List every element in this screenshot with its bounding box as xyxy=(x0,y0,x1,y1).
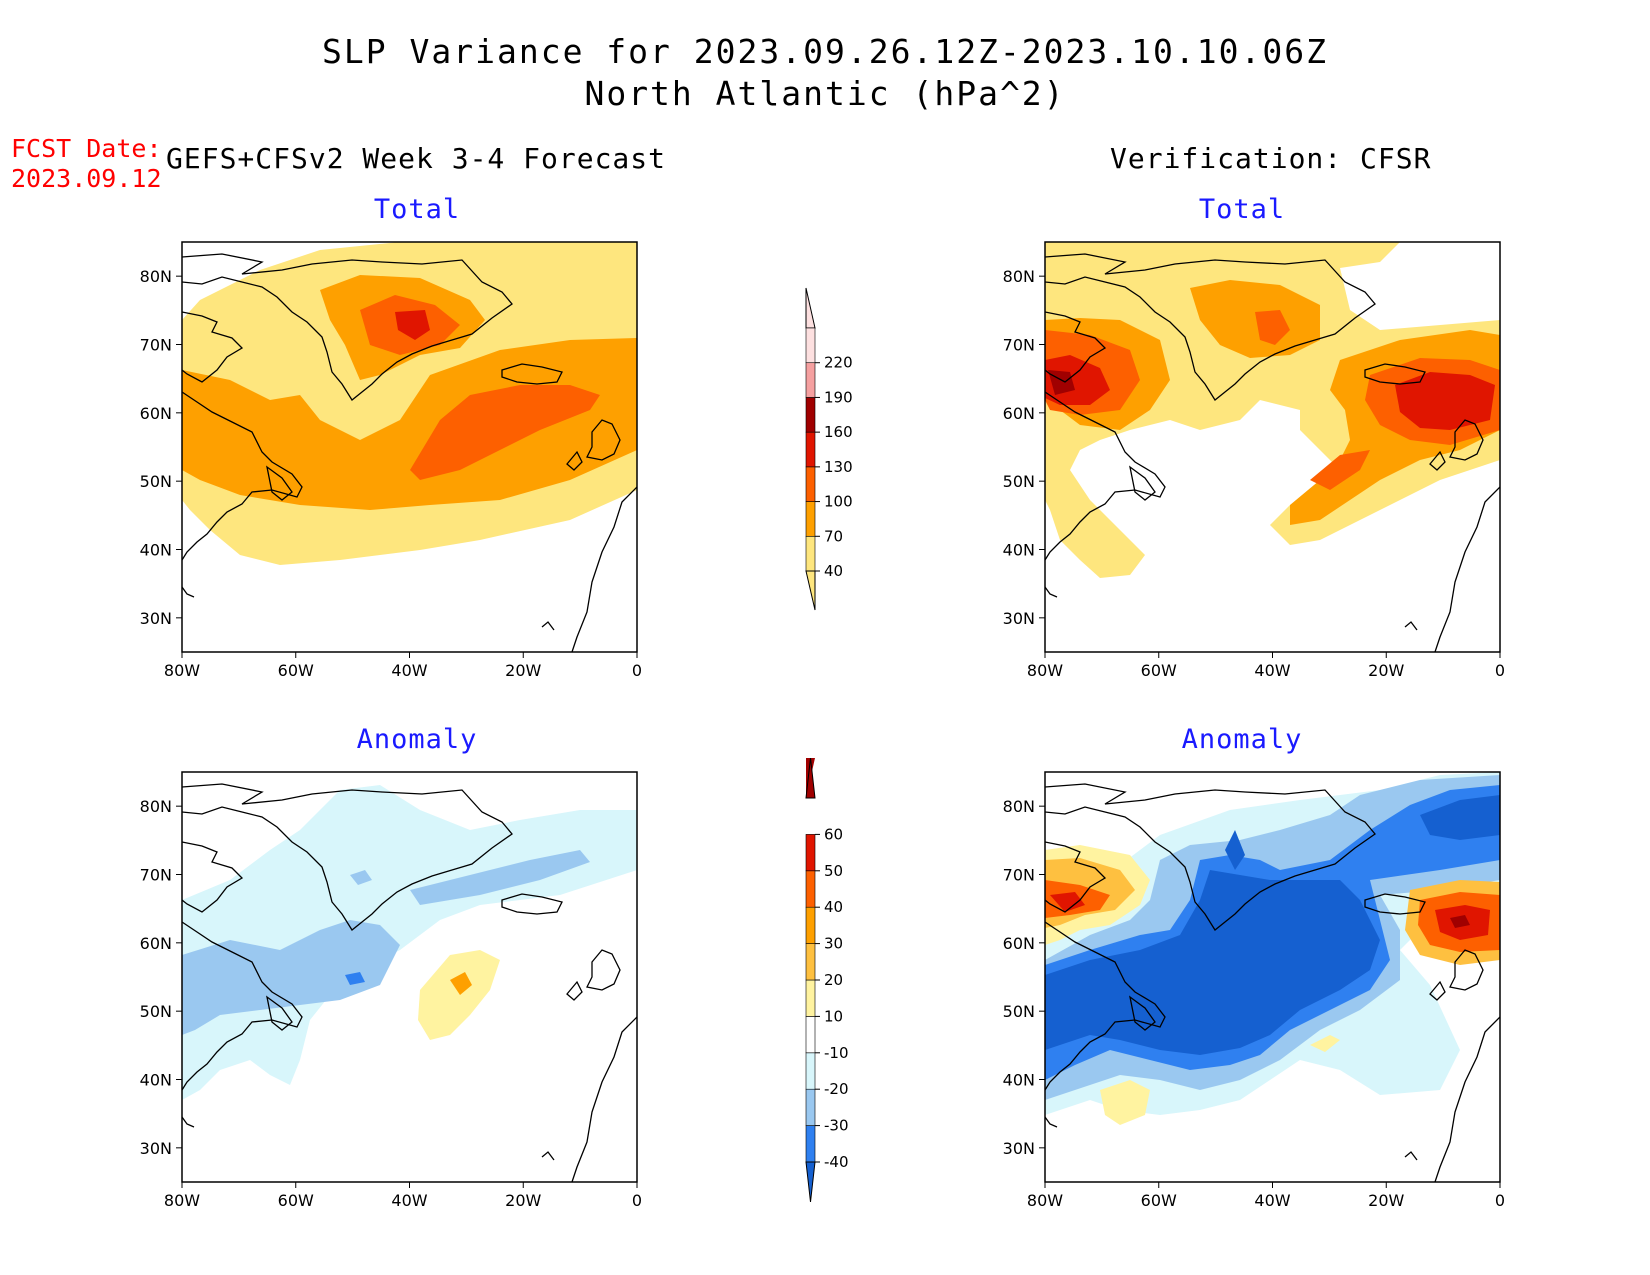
main-subtitle: North Atlantic (hPa^2) xyxy=(584,74,1066,113)
ver-total-subtitle: Total xyxy=(1198,194,1286,225)
fcst-anom-subtitle: Anomaly xyxy=(356,724,478,755)
colorbar-total-swatch xyxy=(805,501,816,537)
colorbar-anomaly-swatch xyxy=(805,870,816,908)
lon-tick-label: 40W xyxy=(391,1191,427,1210)
lon-tick-label: 0 xyxy=(632,661,642,680)
lon-tick-label: 0 xyxy=(632,1191,642,1210)
lat-tick-label: 60N xyxy=(1003,404,1035,423)
colorbar-total-swatch xyxy=(805,431,816,468)
colorbar-anomaly-label: -30 xyxy=(824,1117,849,1135)
lon-tick-label: 40W xyxy=(1254,1191,1290,1210)
forecast-date-label: FCST Date: xyxy=(11,134,162,163)
lat-tick-label: 30N xyxy=(140,609,172,628)
lat-tick-label: 50N xyxy=(140,1002,172,1021)
colorbar-anomaly-swatch xyxy=(805,979,816,1017)
lon-tick-label: 20W xyxy=(1368,1191,1404,1210)
ver-total-map xyxy=(1044,241,1501,653)
colorbar-total-label: 100 xyxy=(824,493,853,511)
colorbar-total-swatch xyxy=(805,397,816,433)
lon-tick-label: 20W xyxy=(505,661,541,680)
ver-anom-map xyxy=(1044,771,1501,1183)
lat-tick-label: 50N xyxy=(1003,1002,1035,1021)
colorbar-anomaly-swatch xyxy=(805,943,816,981)
colorbar-anomaly-swatch xyxy=(805,834,816,872)
fcst-anom-map xyxy=(181,771,638,1183)
colorbar-anomaly-swatch xyxy=(805,1125,816,1163)
lon-tick-label: 20W xyxy=(1368,661,1404,680)
colorbar-total-label: 70 xyxy=(824,527,843,545)
lat-tick-label: 60N xyxy=(140,404,172,423)
lon-tick-label: 0 xyxy=(1495,661,1505,680)
lon-tick-label: 80W xyxy=(164,661,200,680)
colorbar-total-swatch xyxy=(805,535,816,572)
lat-tick-label: 30N xyxy=(140,1139,172,1158)
lat-tick-label: 50N xyxy=(1003,472,1035,491)
lat-tick-label: 50N xyxy=(140,472,172,491)
lat-tick-label: 30N xyxy=(1003,609,1035,628)
lon-tick-label: 20W xyxy=(505,1191,541,1210)
colorbar-anomaly-label: -40 xyxy=(824,1153,849,1171)
colorbar-anomaly-swatch xyxy=(805,1088,816,1126)
left-panel-header: GEFS+CFSv2 Week 3-4 Forecast xyxy=(166,142,667,175)
ver-anom-subtitle: Anomaly xyxy=(1181,724,1303,755)
colorbar-anomaly-label: 20 xyxy=(824,971,843,989)
lat-tick-label: 30N xyxy=(1003,1139,1035,1158)
lon-tick-label: 60W xyxy=(278,1191,314,1210)
lat-tick-label: 70N xyxy=(1003,866,1035,885)
lat-tick-label: 70N xyxy=(140,866,172,885)
fcst-total-subtitle: Total xyxy=(373,194,461,225)
colorbar-anomaly-swatch xyxy=(805,1016,816,1054)
lat-tick-label: 40N xyxy=(1003,1071,1035,1090)
lon-tick-label: 60W xyxy=(1141,661,1177,680)
colorbar-anomaly-label: 40 xyxy=(824,898,843,916)
lat-tick-label: 60N xyxy=(140,934,172,953)
axis-ticks: 80W 60W 40W 20W 0 30N 40N 50N 60N 70N 80N 80W 60W 40W… xyxy=(140,267,1505,1210)
lat-tick-label: 40N xyxy=(140,1071,172,1090)
lon-tick-label: 40W xyxy=(391,661,427,680)
main-title: SLP Variance for 2023.09.26.12Z-2023.10.… xyxy=(322,32,1328,71)
lon-tick-label: 80W xyxy=(1027,1191,1063,1210)
lat-tick-label: 80N xyxy=(1003,797,1035,816)
colorbar-total-swatch xyxy=(805,327,816,364)
colorbar-anomaly-label: -20 xyxy=(824,1080,849,1098)
forecast-date-value: 2023.09.12 xyxy=(11,164,162,193)
lat-tick-label: 40N xyxy=(1003,541,1035,560)
colorbar-anomaly-label: 50 xyxy=(824,862,843,880)
lat-tick-label: 70N xyxy=(1003,336,1035,355)
colorbar-total-label: 160 xyxy=(824,423,853,441)
lon-tick-label: 0 xyxy=(1495,1191,1505,1210)
colorbar-total-label: 190 xyxy=(824,388,853,406)
colorbar-total: 40 70 100 130 160 190 220 xyxy=(805,287,853,611)
colorbar-total-swatch xyxy=(805,362,816,398)
lat-tick-label: 40N xyxy=(140,541,172,560)
lon-tick-label: 40W xyxy=(1254,661,1290,680)
colorbar-anomaly-label: 30 xyxy=(824,935,843,953)
colorbar-anomaly-swatch xyxy=(805,1052,816,1090)
lat-tick-label: 80N xyxy=(140,267,172,286)
fcst-total-map xyxy=(181,241,638,653)
colorbar-anomaly-swatch xyxy=(805,906,816,944)
colorbar-anomaly-label: -10 xyxy=(824,1044,849,1062)
colorbar-total-label: 40 xyxy=(824,562,843,580)
lon-tick-label: 80W xyxy=(164,1191,200,1210)
colorbar-total-swatch xyxy=(805,466,816,502)
lon-tick-label: 60W xyxy=(1141,1191,1177,1210)
lat-tick-label: 80N xyxy=(140,797,172,816)
lon-tick-label: 80W xyxy=(1027,661,1063,680)
colorbar-total-label: 130 xyxy=(824,458,853,476)
colorbar-anomaly-label: 10 xyxy=(824,1007,843,1025)
lat-tick-label: 60N xyxy=(1003,934,1035,953)
colorbar-total-label: 220 xyxy=(824,354,853,372)
colorbar-anomaly-label: 60 xyxy=(824,825,843,843)
right-panel-header: Verification: CFSR xyxy=(1110,142,1432,175)
lat-tick-label: 70N xyxy=(140,336,172,355)
colorbar-anomaly: -40 -30 -20 -10 10 20 30 40 50 60 xyxy=(805,757,849,1203)
lat-tick-label: 80N xyxy=(1003,267,1035,286)
lon-tick-label: 60W xyxy=(278,661,314,680)
